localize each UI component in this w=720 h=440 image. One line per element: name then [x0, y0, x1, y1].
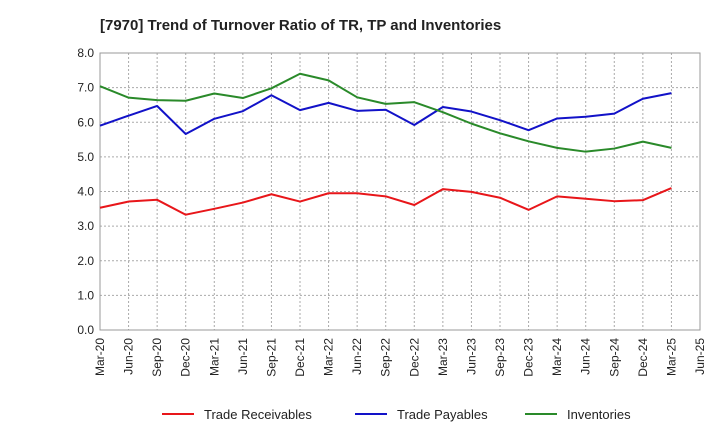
plot-frame — [99, 52, 701, 331]
x-tick-label: Mar-22 — [322, 338, 336, 376]
series-line-inventories — [99, 72, 672, 153]
x-tick-label: Dec-20 — [179, 338, 193, 377]
x-tick-label: Dec-23 — [522, 338, 536, 377]
y-tick-label: 2.0 — [77, 254, 94, 268]
x-tick-label: Jun-21 — [236, 338, 250, 375]
x-tick-label: Dec-22 — [407, 338, 421, 377]
x-tick-label: Mar-24 — [550, 338, 564, 376]
x-tick-label: Mar-21 — [207, 338, 221, 376]
x-tick-label: Jun-24 — [579, 338, 593, 375]
legend-label-trade-payables: Trade Payables — [397, 407, 488, 422]
y-tick-label: 5.0 — [77, 150, 94, 164]
x-tick-label: Mar-25 — [664, 338, 678, 376]
x-tick-label: Dec-21 — [293, 338, 307, 377]
grid — [99, 52, 701, 331]
x-tick-label: Sep-20 — [150, 338, 164, 377]
x-tick-label: Sep-21 — [264, 338, 278, 377]
chart-title: [7970] Trend of Turnover Ratio of TR, TP… — [100, 17, 501, 34]
y-tick-label: 1.0 — [77, 288, 94, 302]
series-line-trade-receivables — [99, 187, 672, 216]
y-tick-labels: 0.0 1.0 2.0 3.0 4.0 5.0 6.0 7.0 8.0 — [77, 46, 94, 337]
y-tick-label: 8.0 — [77, 46, 94, 60]
x-tick-labels: Mar-20 Jun-20 Sep-20 Dec-20 Mar-21 Jun-21 Sep-… — [93, 338, 707, 377]
y-tick-label: 6.0 — [77, 115, 94, 129]
series-lines — [99, 72, 672, 216]
x-tick-label: Sep-24 — [607, 338, 621, 377]
y-tick-label: 7.0 — [77, 81, 94, 95]
legend-label-inventories: Inventories — [567, 407, 631, 422]
x-tick-label: Mar-20 — [93, 338, 107, 376]
x-tick-label: Dec-24 — [636, 338, 650, 377]
x-tick-label: Jun-23 — [464, 338, 478, 375]
x-tick-label: Jun-20 — [122, 338, 136, 375]
y-tick-label: 4.0 — [77, 185, 94, 199]
y-tick-label: 3.0 — [77, 219, 94, 233]
x-tick-label: Mar-23 — [436, 338, 450, 376]
legend: Trade Receivables Trade Payables Inventori… — [162, 407, 631, 422]
series-line-trade-payables — [99, 92, 672, 136]
legend-label-trade-receivables: Trade Receivables — [204, 407, 312, 422]
y-tick-label: 0.0 — [77, 323, 94, 337]
x-tick-label: Sep-23 — [493, 338, 507, 377]
axes — [99, 52, 701, 331]
x-tick-label: Jun-22 — [350, 338, 364, 375]
x-tick-label: Jun-25 — [693, 338, 707, 375]
x-tick-label: Sep-22 — [379, 338, 393, 377]
